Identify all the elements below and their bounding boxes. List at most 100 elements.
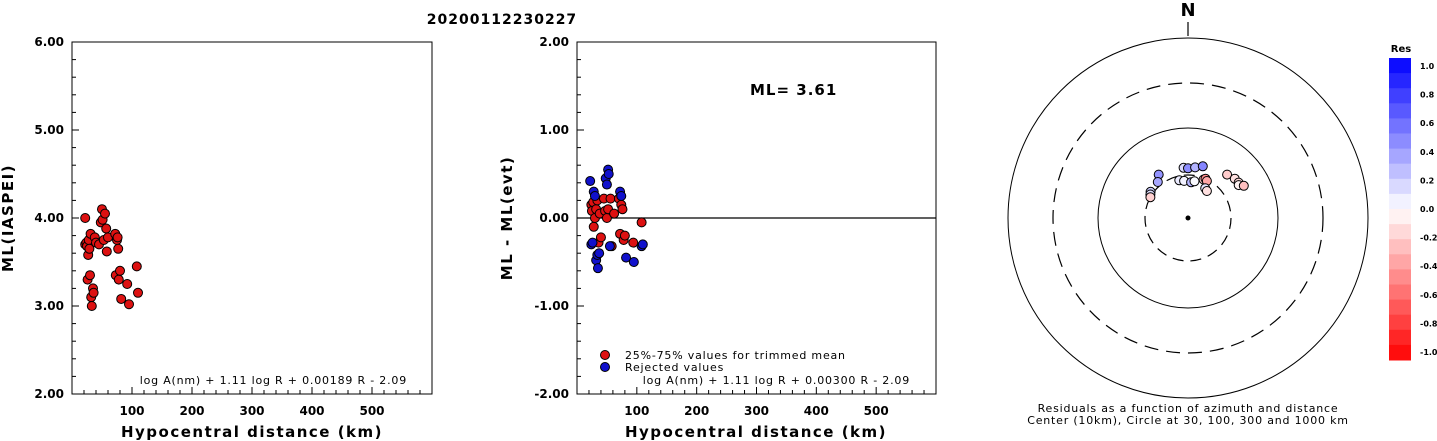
y-tick-label: -2.00 [534,387,569,401]
figure-title: 20200112230227 [427,12,577,28]
data-point-blue [637,239,648,250]
station-marker [1201,186,1212,196]
data-point-red [595,232,606,243]
data-point-blue [628,257,639,267]
x-tick-label: 500 [864,404,889,418]
colorbar-swatch [1389,224,1411,240]
station-marker [1145,192,1156,203]
colorbar-swatch [1389,193,1411,210]
data-point-blue [589,191,600,201]
colorbar-swatch [1389,88,1411,104]
x-tick-label: 400 [299,404,324,418]
data-point-red [113,243,124,254]
x-tick-label: 200 [684,404,709,418]
colorbar-label: 0.6 [1420,119,1435,128]
colorbar-label: 0.2 [1420,176,1434,185]
colorbar-swatch [1389,178,1411,195]
data-point-blue [604,241,615,252]
legend-label-trimmed: 25%-75% values for trimmed mean [625,349,846,362]
colorbar-swatch [1389,148,1411,165]
station-marker [1222,169,1233,180]
colorbar-swatch [1389,344,1411,361]
data-point-red [588,221,599,232]
y-tick-labels: -2.00 -1.00 0.00 1.00 2.00 [534,35,569,401]
y-tick-label: 3.00 [34,299,64,313]
station-markers [1145,161,1249,203]
legend-label-rejected: Rejected values [625,361,724,374]
x-tick-label: 100 [624,404,649,418]
colorbar-title: Res [1391,44,1411,55]
data-point-red [112,232,123,243]
data-point-blue [621,252,632,263]
data-point-red [85,270,95,281]
y-tick-label: 0.00 [539,211,569,225]
caption-line-1: Residuals as a function of azimuth and d… [1038,402,1339,415]
data-point-red [100,208,110,219]
colorbar-swatch [1389,314,1411,331]
data-point-blue [594,248,605,259]
data-point-blue [592,263,603,274]
caption-line-2: Center (10km), Circle at 30, 100, 300 an… [1027,414,1349,427]
data-point-red [115,265,125,276]
y-tick-labels: 2.00 3.00 4.00 5.00 6.00 [34,35,64,401]
colorbar-swatch [1389,284,1411,301]
ring-30km [1144,174,1232,262]
data-point-red [101,246,112,257]
x-tick-label: 400 [804,404,829,418]
colorbar-label: 0.8 [1420,91,1435,100]
data-point-red [619,230,630,241]
x-axis-label: Hypocentral distance (km) [121,423,383,441]
data-points [80,204,143,311]
data-point-blue [601,179,612,190]
data-point-blue [585,176,596,187]
data-point-red [86,301,97,311]
data-point-red [605,193,616,204]
station-marker [1152,177,1163,187]
data-point-red [116,293,127,304]
colorbar-swatch [1389,58,1411,74]
y-axis-label: ML - ML(evt) [498,156,516,280]
x-tick-label: 200 [179,404,204,418]
data-point-red [628,237,639,248]
azimuth-residual-panel: N Residuals as a function of azimuth and… [1007,0,1369,427]
data-point-red [84,243,95,254]
formula-text: log A(nm) + 1.11 log R + 0.00189 R - 2.0… [140,374,407,387]
colorbar-swatch [1389,329,1411,346]
colorbar-labels: 1.0 0.8 0.6 0.4 0.2 0.0 -0.2 -0.4 -0.6 -0.8 -1.0 [1420,62,1437,357]
epicenter-marker [1185,215,1191,221]
legend-marker-rejected [600,362,610,372]
ring-1000km [1007,37,1369,399]
colorbar-swatch [1389,239,1411,255]
colorbar-swatch [1389,209,1411,225]
colorbar-swatches [1389,58,1411,361]
data-point-red [80,213,91,223]
y-tick-marks [72,59,79,377]
colorbar-label: -0.2 [1420,234,1437,243]
data-point-red [609,208,620,219]
ring-100km [1097,127,1279,309]
x-axis-label: Hypocentral distance (km) [625,423,887,441]
data-point-red [88,287,99,298]
data-point-blue [616,191,627,201]
y-tick-label: -1.00 [534,299,569,313]
ml-vs-distance-panel: 100 200 300 400 500 2.00 3.00 4.00 5.00 6.00 Hyp… [0,35,433,441]
colorbar-label: -1.0 [1420,348,1437,357]
x-tick-marks [588,387,925,394]
colorbar-label: -0.6 [1420,291,1437,300]
x-tick-label: 300 [239,404,264,418]
x-tick-label: 500 [359,404,384,418]
x-tick-labels: 100 200 300 400 500 [624,404,888,418]
y-tick-label: 2.00 [34,387,64,401]
data-point-red [636,217,647,228]
legend-marker-trimmed [600,350,610,360]
colorbar-swatch [1389,133,1411,150]
colorbar-label: 0.4 [1420,148,1435,157]
ml-annotation: ML= 3.61 [750,81,837,99]
colorbar-label: 1.0 [1420,62,1435,71]
residual-colorbar: Res 1.0 0.8 0.6 0.4 0.2 0.0 -0.2 -0.4 -0.6 -0.8 -1… [1389,44,1437,361]
data-point-blue [603,169,614,179]
colorbar-swatch [1389,163,1411,180]
y-tick-label: 5.00 [34,123,64,137]
plot-frame [71,41,433,395]
data-point-red [101,223,112,234]
